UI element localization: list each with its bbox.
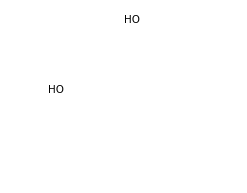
Text: HO: HO	[48, 85, 64, 95]
Text: HO: HO	[124, 15, 140, 25]
